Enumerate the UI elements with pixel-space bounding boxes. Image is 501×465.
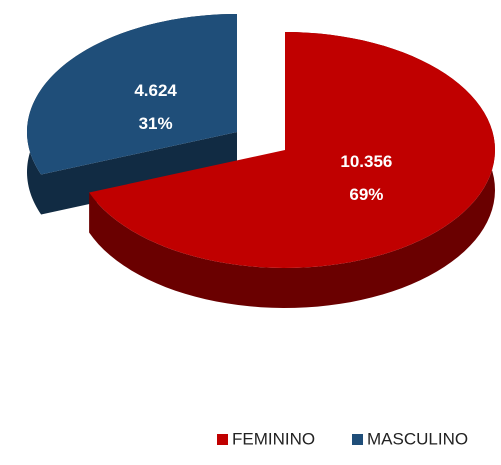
data-label: 10.356 <box>340 152 392 171</box>
legend-swatch <box>217 434 228 445</box>
data-label: 31% <box>139 114 173 133</box>
legend-label: FEMININO <box>232 429 315 448</box>
data-label: 69% <box>349 185 383 204</box>
legend-swatch <box>352 434 363 445</box>
data-label: 4.624 <box>134 81 177 100</box>
legend-label: MASCULINO <box>367 429 468 448</box>
slice <box>27 14 238 175</box>
slice <box>89 32 495 268</box>
